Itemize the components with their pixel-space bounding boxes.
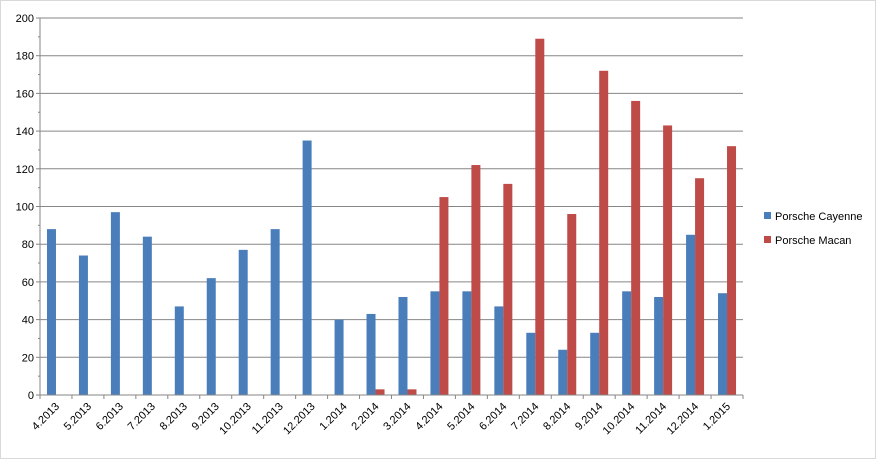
x-tick-label: 7.2013 <box>126 401 158 433</box>
y-tick-label: 140 <box>16 126 34 138</box>
bar-cayenne <box>462 291 472 395</box>
x-tick-label: 4.2013 <box>30 401 62 433</box>
x-tick-label: 12.2013 <box>281 401 318 438</box>
y-axis: 0 20 40 60 80 100 120 140 160 180 200 <box>16 13 41 402</box>
bar-cayenne <box>494 306 504 395</box>
bar-cayenne <box>526 332 536 395</box>
x-tick-label: 2.2014 <box>349 401 381 433</box>
legend-swatch-cayenne <box>764 212 771 219</box>
bar-cayenne <box>398 296 408 395</box>
bar-cayenne <box>654 296 664 395</box>
bar-cayenne <box>78 255 88 395</box>
x-tick-label: 5.2013 <box>62 401 94 433</box>
x-tick-label: 1.2014 <box>317 401 349 433</box>
x-tick-label: 8.2013 <box>158 401 190 433</box>
y-tick-label: 20 <box>22 352 34 364</box>
bar-macan <box>439 197 449 395</box>
bar-cayenne <box>302 140 312 395</box>
bar-macan <box>631 100 641 395</box>
bar-cayenne <box>142 236 152 395</box>
bar-cayenne <box>718 293 728 395</box>
legend-label-macan: Porsche Macan <box>775 235 851 247</box>
bar-cayenne <box>622 291 632 395</box>
x-tick-label: 5.2014 <box>445 401 477 433</box>
bar-macan <box>535 38 545 396</box>
x-tick-label: 1.2015 <box>701 401 733 433</box>
y-tick-label: 180 <box>16 51 34 63</box>
bar-cayenne <box>686 234 696 395</box>
x-tick-label: 10.2014 <box>601 401 638 438</box>
bar-cayenne <box>558 349 568 395</box>
bar-macan <box>663 125 673 395</box>
x-tick-label: 4.2014 <box>413 401 445 433</box>
bar-macan <box>599 70 609 395</box>
y-tick-label: 40 <box>22 315 34 327</box>
x-tick-label: 11.2013 <box>250 401 286 437</box>
bars <box>46 38 737 396</box>
y-tick-label: 120 <box>16 164 34 176</box>
x-tick-label: 6.2014 <box>477 401 509 433</box>
bar-macan <box>471 165 481 395</box>
y-tick-label: 0 <box>28 390 34 402</box>
bar-macan <box>375 389 385 395</box>
legend-label-cayenne: Porsche Cayenne <box>775 211 862 223</box>
y-tick-label: 100 <box>16 202 34 214</box>
bar-cayenne <box>46 229 56 395</box>
bar-cayenne <box>206 278 216 395</box>
y-tick-label: 60 <box>22 277 34 289</box>
y-tick-label: 80 <box>22 239 34 251</box>
bar-macan <box>567 214 577 395</box>
bar-macan <box>727 146 737 395</box>
y-tick-label: 160 <box>16 88 34 100</box>
x-tick-label: 3.2014 <box>381 401 413 433</box>
bar-cayenne <box>238 249 248 395</box>
bar-macan <box>503 183 513 395</box>
bar-macan <box>695 178 705 395</box>
x-tick-label: 11.2014 <box>633 401 669 437</box>
bar-cayenne <box>174 306 184 395</box>
bar-cayenne <box>590 332 600 395</box>
legend: Porsche Cayenne Porsche Macan <box>764 211 862 247</box>
x-axis: 4.2013 5.2013 6.2013 7.2013 8.2013 9.201310.2… <box>30 394 744 438</box>
bar-macan <box>407 389 417 395</box>
x-tick-label: 10.2013 <box>217 401 254 438</box>
x-tick-label: 12.2014 <box>665 401 702 438</box>
x-tick-label: 6.2013 <box>94 401 126 433</box>
bar-cayenne <box>110 212 120 395</box>
x-tick-label: 7.2014 <box>509 401 541 433</box>
bar-cayenne <box>430 291 440 395</box>
y-tick-label: 200 <box>16 13 34 25</box>
legend-swatch-macan <box>764 236 771 243</box>
bar-cayenne <box>366 313 376 395</box>
x-tick-label: 8.2014 <box>541 401 573 433</box>
bar-cayenne <box>270 229 280 395</box>
bar-cayenne <box>334 319 344 395</box>
